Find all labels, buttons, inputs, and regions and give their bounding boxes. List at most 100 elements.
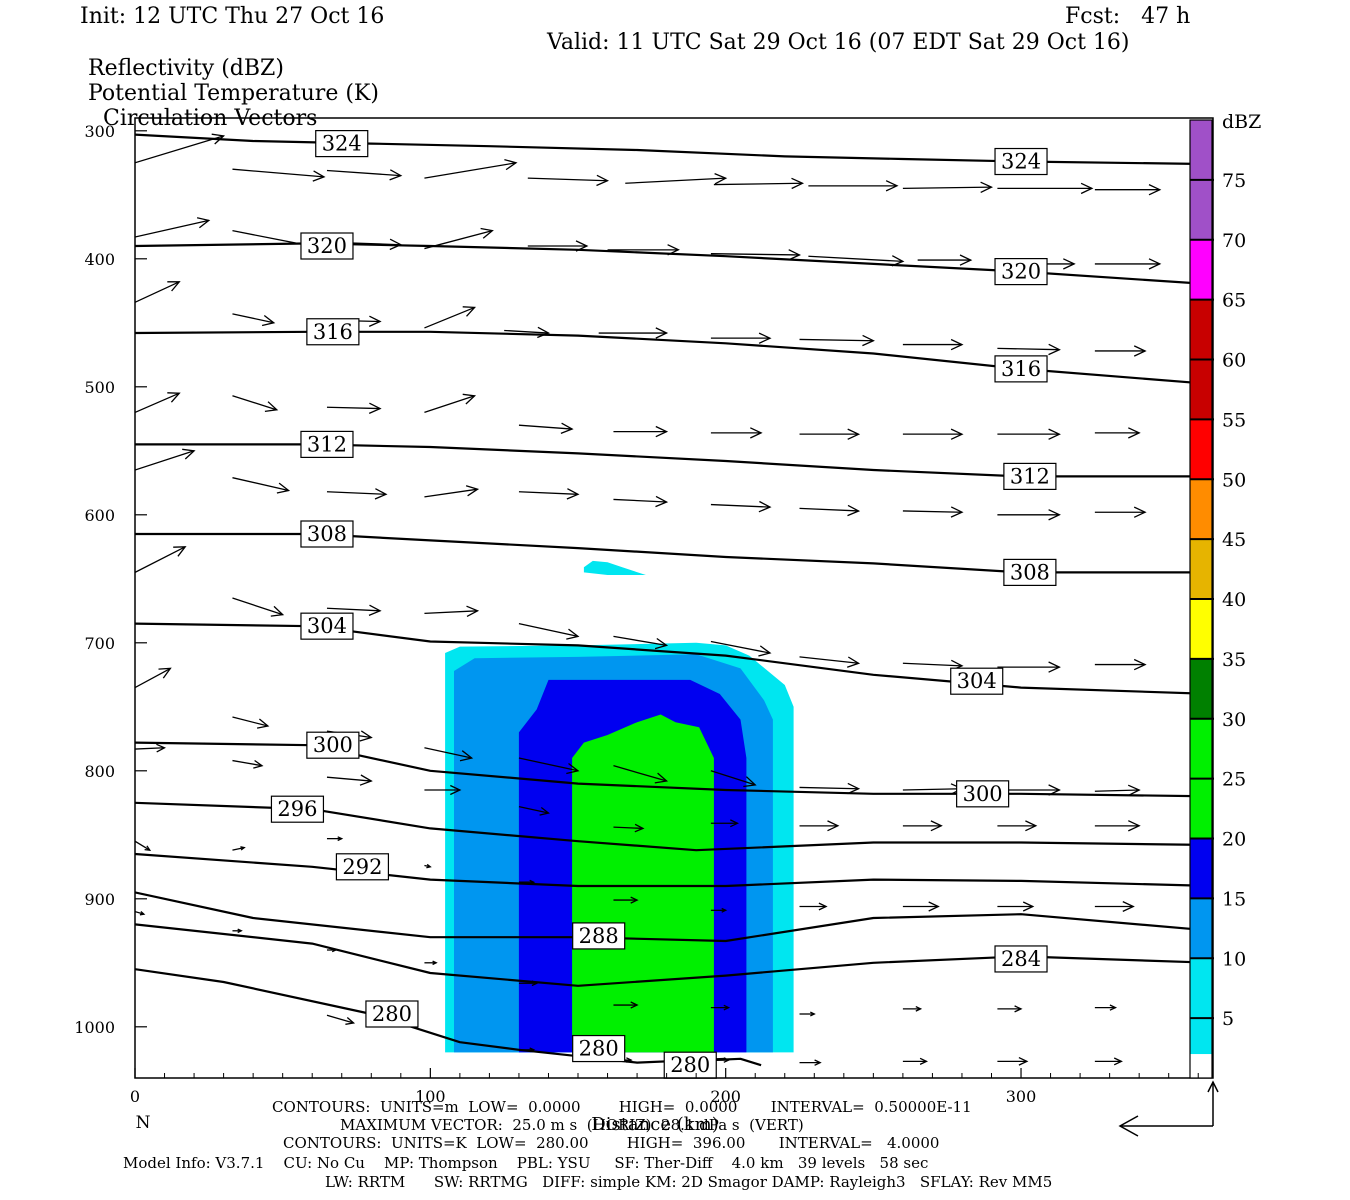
contour-label-box (994, 355, 1048, 383)
circulation-vector (424, 306, 477, 329)
circulation-vector (424, 227, 494, 250)
colorbar-tick-label: 55 (1222, 409, 1246, 431)
contour-label-280: 280 (579, 1037, 619, 1061)
circulation-vector (518, 757, 580, 775)
circulation-vector (504, 326, 551, 339)
circulation-vector (902, 1057, 929, 1065)
circulation-vector (710, 500, 772, 513)
contour-label-300: 300 (963, 782, 1003, 806)
circulation-vector (232, 395, 279, 413)
circulation-vector (799, 820, 840, 832)
circulation-vector (808, 255, 905, 267)
y-tick-label: 900 (84, 890, 115, 909)
contour-label-308: 308 (307, 522, 347, 546)
colorbar-band-10-15 (1190, 898, 1212, 959)
theta-contour-324-0 (135, 133, 1213, 166)
contour-label-box (300, 430, 354, 458)
colorbar-tick-label: 70 (1222, 230, 1246, 252)
circulation-vector (518, 1047, 536, 1053)
y-tick-label: 300 (84, 122, 115, 141)
circulation-vector (902, 428, 964, 440)
circulation-vector (424, 485, 480, 498)
circulation-vector (710, 1004, 731, 1011)
circulation-vector (326, 774, 373, 786)
colorbar-tick-label: 60 (1222, 350, 1246, 372)
circulation-vector (232, 928, 243, 934)
colorbar-band-2-10 (1190, 958, 1212, 1055)
contour-label-box (994, 258, 1048, 286)
contour-label-box (994, 147, 1048, 176)
circulation-vector (326, 1014, 356, 1025)
contour-label-box (300, 520, 354, 548)
circulation-vector (713, 177, 805, 190)
circulation-vector (997, 428, 1061, 440)
circulation-vector (799, 334, 875, 347)
colorbar-tick-label: 75 (1222, 170, 1246, 192)
circulation-vector (902, 338, 964, 351)
colorbar-band-30-35 (1190, 658, 1212, 719)
circulation-vector (997, 901, 1035, 912)
circulation-vector (424, 393, 477, 414)
circulation-vector (527, 240, 589, 252)
circulation-vector (902, 506, 964, 518)
contour-label-box (572, 922, 626, 950)
circulation-vector (613, 765, 669, 784)
x-tick-label: 100 (415, 1087, 446, 1106)
field-potential-temperature: Potential Temperature (K) (88, 81, 379, 106)
circulation-vector (326, 604, 382, 617)
reflectivity-area-5dbz-4 (583, 560, 646, 575)
circulation-vector (518, 980, 539, 987)
circulation-vector (232, 846, 246, 851)
contour-label-304: 304 (307, 614, 347, 638)
circulation-vector (997, 661, 1061, 673)
colorbar-tick-label: 15 (1222, 888, 1246, 910)
contour-label-box (306, 731, 360, 759)
circulation-vector (799, 656, 861, 668)
circulation-vector (135, 217, 211, 238)
circulation-vector (613, 425, 669, 438)
circulation-vector (997, 182, 1094, 195)
circulation-vector (232, 168, 326, 182)
contour-label-284: 284 (1001, 947, 1041, 971)
contour-label-box (315, 130, 369, 158)
circulation-vector (135, 743, 167, 753)
circulation-vector (1094, 184, 1162, 196)
circulation-vector (424, 158, 518, 179)
circulation-vector (625, 172, 728, 185)
contour-label-box (1003, 558, 1057, 587)
colorbar-tick-label: 50 (1222, 469, 1246, 491)
colorbar-tick-label: 40 (1222, 589, 1246, 611)
contour-label-box (306, 318, 360, 346)
circulation-vector (997, 343, 1061, 356)
contour-label-292: 292 (342, 855, 382, 879)
reflectivity-area-20dbz-3 (572, 714, 714, 1053)
circulation-vector (326, 947, 338, 953)
circulation-vector (710, 640, 772, 657)
circulation-vector (613, 1001, 639, 1009)
circulation-vector (799, 902, 828, 911)
contour-label-box (270, 795, 325, 823)
colorbar-tick-label: 65 (1222, 290, 1246, 312)
circulation-vector (613, 896, 639, 904)
circulation-vector (997, 1057, 1029, 1066)
contour-label-288: 288 (579, 924, 619, 948)
circulation-vector (1094, 1057, 1123, 1066)
circulation-vector (1094, 258, 1162, 270)
circulation-vector (799, 1059, 822, 1066)
circulation-vector (326, 402, 382, 414)
contour-label-312: 312 (1010, 464, 1050, 488)
circulation-vector (902, 820, 943, 832)
circulation-vector (1094, 784, 1141, 796)
colorbar-tick-label: 45 (1222, 529, 1246, 551)
circulation-vector (135, 133, 226, 164)
circulation-vector (917, 254, 973, 266)
y-tick-label: 600 (84, 506, 115, 525)
circulation-vector (424, 960, 438, 966)
circulation-vector (613, 823, 645, 833)
circulation-vector (135, 546, 187, 573)
circulation-vector (518, 879, 536, 885)
circulation-vector (598, 327, 669, 339)
contour-label-box (335, 853, 390, 881)
contour-label-320: 320 (1001, 260, 1041, 284)
contour-label-280: 280 (372, 1002, 412, 1026)
